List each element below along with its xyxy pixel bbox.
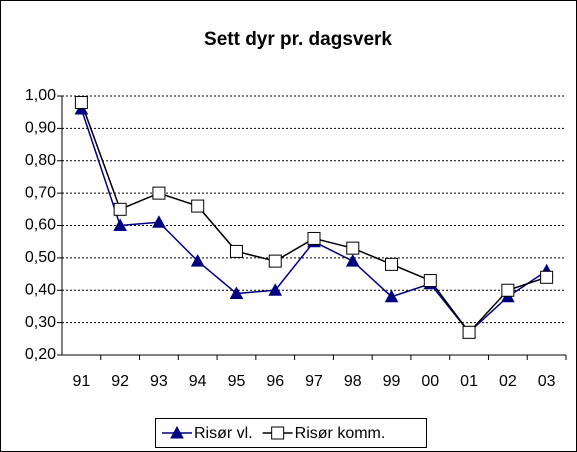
x-tick-label: 96 bbox=[266, 373, 284, 390]
data-point bbox=[384, 289, 399, 303]
legend-marker bbox=[271, 426, 285, 440]
x-tick-label: 92 bbox=[111, 373, 129, 390]
y-tick-label: 0,50 bbox=[25, 249, 56, 266]
legend-label: Risør komm. bbox=[295, 425, 386, 442]
x-tick-label: 01 bbox=[460, 373, 478, 390]
x-tick-label: 94 bbox=[189, 373, 207, 390]
data-point bbox=[113, 202, 127, 216]
data-point bbox=[229, 286, 244, 299]
y-tick-label: 0,80 bbox=[25, 152, 56, 169]
x-tick-label: 98 bbox=[344, 373, 362, 390]
y-tick-label: 0,40 bbox=[25, 281, 56, 298]
data-point bbox=[345, 254, 360, 267]
x-tick-label: 95 bbox=[228, 373, 246, 390]
data-point bbox=[152, 186, 166, 200]
x-tick-label: 93 bbox=[150, 373, 168, 390]
data-point bbox=[307, 231, 321, 245]
data-point bbox=[74, 95, 88, 109]
data-point bbox=[268, 283, 283, 296]
data-point bbox=[113, 218, 127, 231]
data-point bbox=[346, 241, 360, 255]
legend-marker bbox=[170, 425, 184, 439]
y-tick-label: 1,00 bbox=[25, 87, 56, 104]
data-point bbox=[190, 254, 205, 267]
legend-label: Risør vl. bbox=[194, 425, 253, 442]
x-tick-label: 03 bbox=[538, 373, 556, 390]
data-point bbox=[462, 325, 476, 339]
y-tick-label: 0,60 bbox=[25, 217, 56, 234]
data-point bbox=[152, 215, 166, 228]
chart-title: Sett dyr pr. dagsverk bbox=[204, 29, 392, 50]
x-tick-label: 00 bbox=[421, 373, 439, 390]
data-point bbox=[385, 257, 399, 271]
data-point bbox=[423, 274, 437, 288]
data-point bbox=[501, 283, 515, 297]
x-tick-label: 97 bbox=[305, 373, 323, 390]
y-tick-label: 0,20 bbox=[25, 346, 56, 363]
data-point bbox=[268, 254, 282, 268]
legend-box bbox=[155, 418, 427, 448]
data-point bbox=[191, 199, 205, 213]
x-tick-label: 99 bbox=[383, 373, 401, 390]
data-point bbox=[540, 270, 554, 284]
data-point bbox=[229, 244, 243, 258]
x-tick-label: 02 bbox=[499, 373, 517, 390]
y-tick-label: 0,30 bbox=[25, 314, 56, 331]
x-tick-label: 91 bbox=[72, 373, 90, 390]
y-tick-label: 0,90 bbox=[25, 120, 56, 137]
y-tick-label: 0,70 bbox=[25, 184, 56, 201]
